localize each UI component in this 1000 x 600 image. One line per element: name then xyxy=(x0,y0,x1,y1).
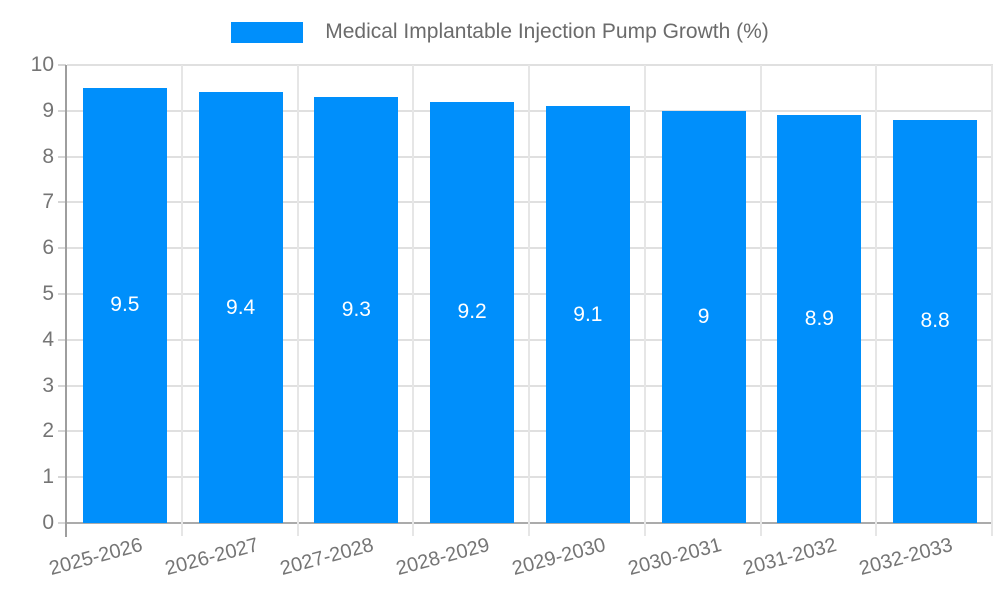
y-tick-label: 6 xyxy=(42,236,54,260)
bar-value-label: 9.2 xyxy=(457,300,487,324)
hgridline xyxy=(67,64,993,66)
x-axis-line xyxy=(67,522,993,524)
y-tick-label: 10 xyxy=(30,53,54,76)
bar-value-label: 9.5 xyxy=(110,293,140,317)
y-tick-label: 1 xyxy=(42,465,54,489)
legend-swatch-icon xyxy=(231,21,304,43)
y-tick-mark xyxy=(58,293,66,295)
bar[interactable]: 9.2 xyxy=(430,101,515,523)
vgridline xyxy=(875,65,878,536)
y-tick-mark xyxy=(58,247,66,250)
bar[interactable]: 9.4 xyxy=(198,92,283,523)
bar-value-label: 9.1 xyxy=(573,302,603,326)
bar[interactable]: 9 xyxy=(661,110,746,523)
hgridline xyxy=(67,476,993,479)
hgridline xyxy=(67,384,993,387)
y-tick-label: 9 xyxy=(42,98,54,122)
vgridline xyxy=(643,65,646,536)
y-tick-mark xyxy=(58,201,66,204)
hgridline xyxy=(67,109,993,112)
bar[interactable]: 8.9 xyxy=(777,115,862,523)
hgridline xyxy=(67,338,993,341)
bar-value-label: 9.3 xyxy=(341,298,371,322)
bar[interactable]: 8.8 xyxy=(893,119,978,523)
y-tick-label: 4 xyxy=(42,327,54,351)
vgridline xyxy=(296,65,299,536)
hgridline xyxy=(67,247,993,250)
legend-label: Medical Implantable Injection Pump Growt… xyxy=(325,20,769,43)
y-tick-mark xyxy=(58,109,66,112)
hgridline xyxy=(67,293,993,295)
y-tick-label: 3 xyxy=(42,373,54,397)
y-tick-mark xyxy=(58,155,66,158)
vgridline xyxy=(180,65,183,536)
hgridline xyxy=(67,155,993,158)
y-tick-label: 5 xyxy=(42,282,54,305)
hgridline xyxy=(67,430,993,433)
y-tick-mark xyxy=(58,476,66,479)
y-tick-mark xyxy=(58,338,66,341)
plot-area: 9.5 9.4 9.3 9.2 9.1 9 8.9 8.8 xyxy=(58,64,993,537)
bar[interactable]: 9.3 xyxy=(314,97,399,523)
bar-value-label: 9 xyxy=(697,304,710,328)
y-tick-label: 2 xyxy=(42,419,54,443)
y-tick-mark xyxy=(58,384,66,387)
y-tick-label: 0 xyxy=(42,511,54,534)
y-tick-mark xyxy=(58,430,66,433)
vgridline xyxy=(412,65,415,536)
vgridline xyxy=(991,65,993,536)
bar-value-label: 9.4 xyxy=(226,295,256,319)
vgridline xyxy=(528,65,530,536)
legend[interactable]: Medical Implantable Injection Pump Growt… xyxy=(0,20,1000,44)
y-tick-mark xyxy=(58,64,66,66)
bar-value-label: 8.8 xyxy=(920,309,950,333)
hgridline xyxy=(67,201,993,204)
bar-value-label: 8.9 xyxy=(804,307,834,331)
y-tick-mark xyxy=(58,522,66,524)
bar[interactable]: 9.1 xyxy=(545,106,630,523)
bar[interactable]: 9.5 xyxy=(82,87,167,523)
y-axis-line xyxy=(65,65,67,537)
vgridline xyxy=(759,65,762,536)
y-tick-label: 8 xyxy=(42,144,54,168)
y-tick-label: 7 xyxy=(42,190,54,214)
